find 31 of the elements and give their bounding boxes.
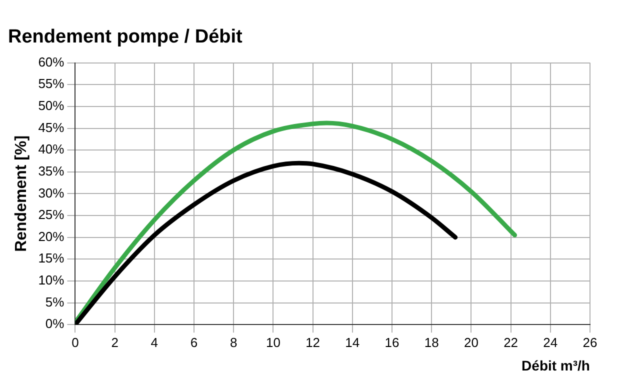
x-tick-label: 4 (150, 334, 158, 350)
y-tick-label: 15% (38, 250, 65, 266)
x-axis-title: Débit m³/h (522, 357, 590, 374)
x-tick-label: 6 (190, 334, 198, 350)
x-tick-label: 8 (230, 334, 238, 350)
line-series (75, 160, 458, 325)
x-tick-label: 16 (384, 334, 400, 350)
x-tick-label: 14 (345, 334, 360, 350)
y-tick-label: 40% (38, 142, 65, 157)
x-tick-label: 26 (582, 334, 598, 350)
y-tick-label: 60% (38, 54, 65, 70)
y-tick-label: 45% (38, 120, 65, 135)
y-tick-label: 5% (45, 294, 65, 310)
x-tick-label: 20 (464, 334, 478, 350)
x-tick-label: 0 (72, 334, 79, 350)
y-tick-label: 25% (38, 207, 65, 222)
y-tick-label: 30% (38, 185, 65, 200)
x-tick-label: 10 (266, 334, 280, 350)
x-tick-label: 12 (306, 334, 320, 350)
y-tick-label: 20% (38, 228, 65, 244)
x-tick-label: 24 (543, 334, 558, 350)
y-tick-label: 0% (45, 316, 65, 332)
x-tick-label: 2 (111, 334, 118, 350)
chart-title: Rendement pompe / Débit (8, 26, 244, 48)
y-tick-label: 50% (38, 98, 65, 114)
x-tick-label: 22 (504, 334, 518, 350)
y-tick-label: 55% (38, 76, 65, 92)
x-tick-label: 18 (424, 334, 439, 350)
y-axis-title: Rendement [%] (13, 135, 30, 252)
y-tick-label: 35% (38, 163, 65, 178)
y-tick-label: 10% (38, 272, 65, 288)
